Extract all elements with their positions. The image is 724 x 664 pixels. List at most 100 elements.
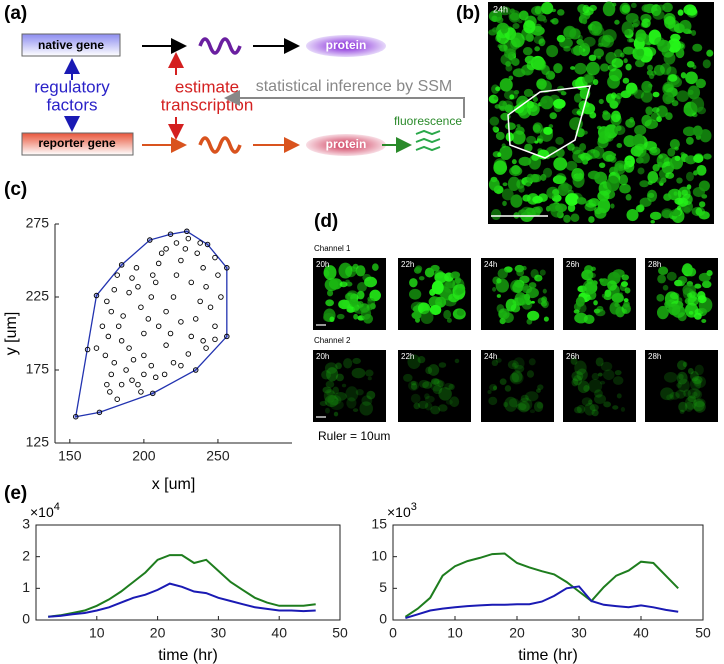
cell-blob	[504, 122, 516, 131]
cell-blob	[584, 202, 597, 212]
cell-blob	[492, 27, 499, 33]
y-tick-label: 225	[26, 288, 50, 304]
cell-blob	[329, 399, 344, 410]
cell-blob	[563, 214, 571, 223]
cell-blob	[553, 98, 566, 109]
cell-blob	[687, 395, 696, 403]
cell-blob	[532, 122, 543, 134]
point	[104, 298, 110, 305]
cell-blob	[652, 107, 660, 113]
cell-blob	[619, 283, 627, 292]
cell-blob	[434, 272, 448, 283]
point	[138, 389, 144, 395]
cell-blob	[352, 357, 361, 365]
point	[84, 346, 91, 353]
cell-blob	[546, 45, 559, 58]
microscopy-image	[488, 1, 714, 224]
y-tick-label: 3	[22, 516, 30, 532]
cell-blob	[683, 206, 691, 214]
cell-blob	[518, 401, 530, 413]
cell-blob	[635, 29, 647, 43]
point	[224, 333, 230, 340]
cell-blob	[621, 4, 630, 13]
cell-blob	[636, 48, 645, 57]
plot-frame	[392, 524, 704, 621]
cell-blob	[669, 139, 680, 150]
y-tick-label: 125	[26, 434, 50, 450]
factor-label: regulatory	[34, 77, 110, 96]
cell-blob	[496, 294, 502, 298]
cell-blob	[686, 60, 695, 68]
cell-blob	[694, 364, 704, 376]
cell-blob	[697, 106, 707, 115]
cell-blob	[456, 309, 465, 316]
cell-blob	[454, 358, 460, 364]
cell-blob	[528, 358, 536, 366]
cell-blob	[327, 289, 334, 297]
cell-blob	[537, 14, 547, 22]
cell-blob	[624, 29, 630, 35]
point	[163, 342, 169, 348]
cell-blob	[533, 401, 544, 413]
cell-blob	[614, 49, 623, 58]
cell-blob	[697, 295, 707, 304]
point	[126, 289, 132, 296]
point	[129, 377, 135, 383]
cell-blob	[538, 138, 543, 144]
gene-box	[21, 33, 121, 57]
cell-blob	[489, 116, 500, 126]
cell-blob	[677, 9, 684, 16]
point	[152, 279, 159, 286]
cell-blob	[663, 51, 676, 65]
point	[207, 304, 214, 310]
panel-label: (c)	[4, 179, 27, 200]
cell-blob	[526, 370, 535, 378]
cell-blob	[667, 38, 682, 53]
cell-blob	[510, 279, 524, 293]
cell-blob	[639, 152, 650, 164]
y-tick-label: 2	[22, 547, 30, 563]
cell-blob	[610, 113, 622, 126]
point	[173, 272, 180, 278]
cell-blob	[582, 159, 588, 165]
cell-blob	[422, 381, 433, 389]
cell-blob	[602, 110, 609, 115]
cell-blob	[598, 162, 606, 169]
cell-blob	[497, 152, 502, 158]
series-line	[48, 582, 316, 618]
cell-blob	[429, 304, 442, 316]
cell-blob	[355, 388, 364, 396]
cell-blob	[424, 267, 435, 278]
cell-blob	[623, 58, 628, 64]
x-axis-label: x [um]	[152, 476, 196, 493]
cell-blob	[542, 167, 553, 178]
cell-blob	[489, 383, 498, 392]
cell-blob	[339, 281, 348, 288]
cell-blob	[676, 177, 683, 184]
cell-blob	[366, 390, 376, 400]
cell-blob	[623, 300, 630, 308]
cell-blob	[347, 303, 360, 313]
cell-blob	[670, 209, 681, 217]
cell-blob	[351, 367, 366, 379]
point	[150, 272, 156, 278]
x-axis-label: time (hr)	[158, 647, 218, 664]
cell-blob	[492, 126, 498, 132]
cell-blob	[424, 393, 430, 400]
panel-label: (e)	[4, 483, 27, 504]
point	[185, 235, 192, 242]
cell-blob	[488, 396, 498, 406]
cell-blob	[656, 116, 662, 123]
cell-blob	[662, 91, 674, 105]
cell-blob	[413, 267, 422, 274]
cell-blob	[371, 263, 379, 271]
cell-blob	[684, 302, 699, 318]
cell-blob	[403, 373, 413, 382]
cell-blob	[586, 149, 600, 159]
cell-blob	[644, 84, 652, 93]
cell-blob	[695, 207, 703, 216]
cell-blob	[510, 372, 520, 383]
point	[118, 338, 125, 344]
cell-blob	[338, 262, 353, 279]
cell-blob	[615, 92, 623, 100]
